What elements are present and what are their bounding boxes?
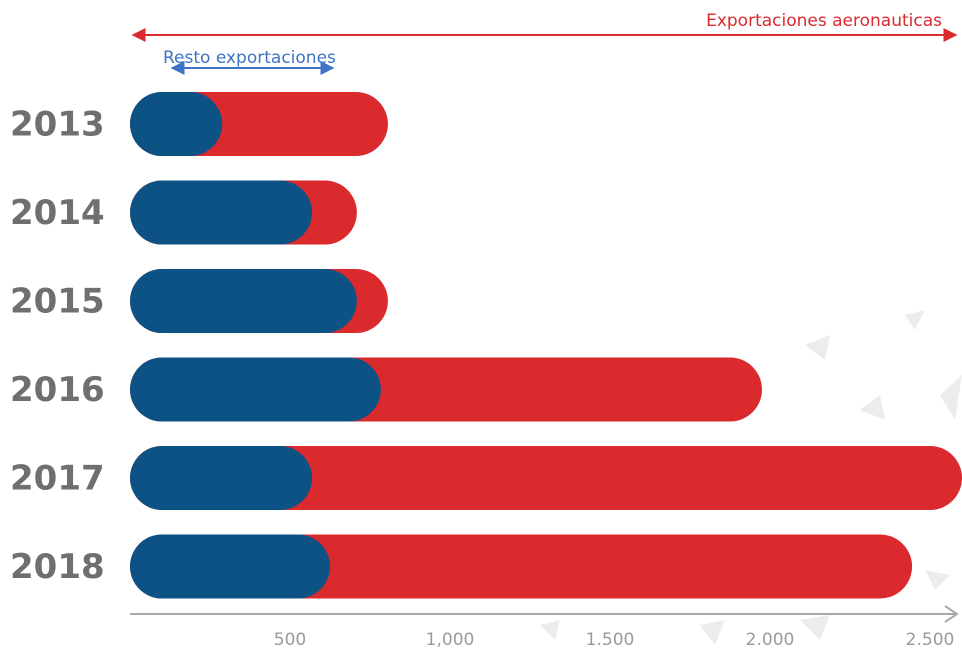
y-tick-label: 2013 <box>10 105 105 145</box>
y-tick-label: 2015 <box>10 282 105 322</box>
y-tick-label: 2014 <box>10 193 105 233</box>
x-tick-label: 500 <box>274 630 306 650</box>
y-tick-label: 2016 <box>10 370 105 410</box>
y-tick-label: 2017 <box>10 459 105 499</box>
bar <box>130 92 223 156</box>
bar <box>130 357 381 422</box>
y-tick-label: 2018 <box>10 547 105 587</box>
bar <box>130 446 313 510</box>
x-tick-label: 1,000 <box>426 630 475 650</box>
axis-arrow <box>944 605 959 623</box>
x-tick-label: 1.500 <box>586 630 635 650</box>
bar <box>130 446 962 510</box>
x-tick-label: 2.000 <box>746 630 795 650</box>
background-triangles <box>540 310 962 645</box>
bar <box>130 534 330 599</box>
legend-label: Resto exportaciones <box>163 48 336 68</box>
x-tick-label: 2.500 <box>906 630 955 650</box>
legend-label: Exportaciones aeronauticas <box>706 11 942 31</box>
bar <box>130 180 313 245</box>
bar <box>130 269 357 333</box>
